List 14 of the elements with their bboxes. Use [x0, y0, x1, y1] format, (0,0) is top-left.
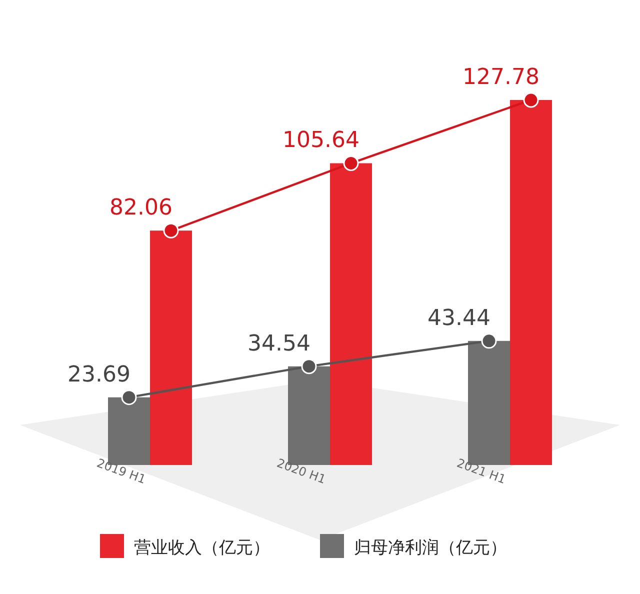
- legend-label: 营业收入（亿元）: [134, 538, 270, 558]
- data-label: 23.69: [68, 362, 130, 388]
- bar: [330, 163, 372, 465]
- legend-label: 归母净利润（亿元）: [354, 538, 507, 558]
- data-label: 127.78: [462, 65, 540, 90]
- x-tick-label: 2019 H1: [95, 456, 148, 487]
- x-tick-label: 2021 H1: [455, 456, 508, 487]
- data-label: 43.44: [428, 306, 490, 331]
- x-tick-label: 2020 H1: [275, 456, 328, 487]
- bar: [510, 100, 552, 465]
- data-label: 34.54: [248, 331, 310, 356]
- data-label: 82.06: [110, 196, 172, 221]
- bar: [150, 230, 192, 465]
- data-label: 105.64: [282, 128, 360, 154]
